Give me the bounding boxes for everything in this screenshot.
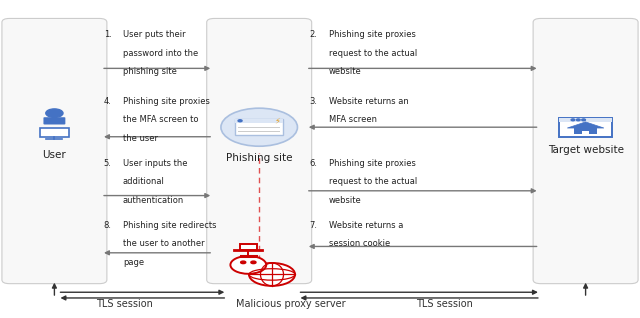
Circle shape [251,261,256,264]
Text: Target website: Target website [548,145,623,155]
Bar [239,131,280,132]
Text: Phishing site proxies: Phishing site proxies [123,97,210,106]
Text: ⚡: ⚡ [275,116,280,125]
Circle shape [249,263,295,286]
Text: 7.: 7. [310,221,317,230]
Text: 3.: 3. [310,97,317,106]
FancyBboxPatch shape [2,18,107,284]
Text: phishing site: phishing site [123,67,177,76]
Bar [235,119,284,135]
Text: page: page [123,258,144,267]
Text: 1.: 1. [104,30,111,39]
Circle shape [238,120,242,122]
Text: authentication: authentication [123,196,184,205]
Text: User: User [42,150,67,160]
Circle shape [571,119,575,121]
Text: website: website [329,67,362,76]
Text: Phishing site proxies: Phishing site proxies [329,30,416,39]
Circle shape [221,108,298,146]
Bar [40,128,68,137]
Text: TLS session: TLS session [97,299,153,309]
Text: Phishing site proxies: Phishing site proxies [329,159,416,168]
Text: website: website [329,196,362,205]
Text: request to the actual: request to the actual [329,177,417,186]
Circle shape [230,256,266,274]
Text: 2.: 2. [310,30,317,39]
Bar [240,244,257,250]
Bar [573,128,598,134]
Text: password into the: password into the [123,49,198,58]
Bar [239,127,280,128]
Polygon shape [567,122,604,128]
Bar [582,131,589,134]
Text: User puts their: User puts their [123,30,186,39]
Text: Phishing site: Phishing site [226,153,292,163]
Text: 8.: 8. [104,221,112,230]
Bar [559,118,612,122]
Circle shape [46,109,63,117]
Circle shape [577,119,580,121]
Text: session cookie: session cookie [329,239,390,248]
Text: Website returns an: Website returns an [329,97,409,106]
FancyBboxPatch shape [207,18,312,284]
Text: MFA screen: MFA screen [329,115,377,124]
Text: 5.: 5. [104,159,111,168]
Text: TLS session: TLS session [417,299,473,309]
Text: 6.: 6. [310,159,317,168]
Text: Phishing site redirects: Phishing site redirects [123,221,216,230]
Text: additional: additional [123,177,164,186]
FancyBboxPatch shape [44,117,65,124]
Text: request to the actual: request to the actual [329,49,417,58]
Bar [235,119,284,122]
Text: the user to another: the user to another [123,239,205,248]
Text: User inputs the: User inputs the [123,159,188,168]
Text: Malicious proxy server: Malicious proxy server [236,299,346,309]
Circle shape [582,119,586,121]
Text: Website returns a: Website returns a [329,221,403,230]
Circle shape [241,261,246,264]
Text: the MFA screen to: the MFA screen to [123,115,198,124]
Text: 4.: 4. [104,97,111,106]
Bar [559,118,612,137]
Text: the user: the user [123,134,158,143]
FancyBboxPatch shape [533,18,638,284]
